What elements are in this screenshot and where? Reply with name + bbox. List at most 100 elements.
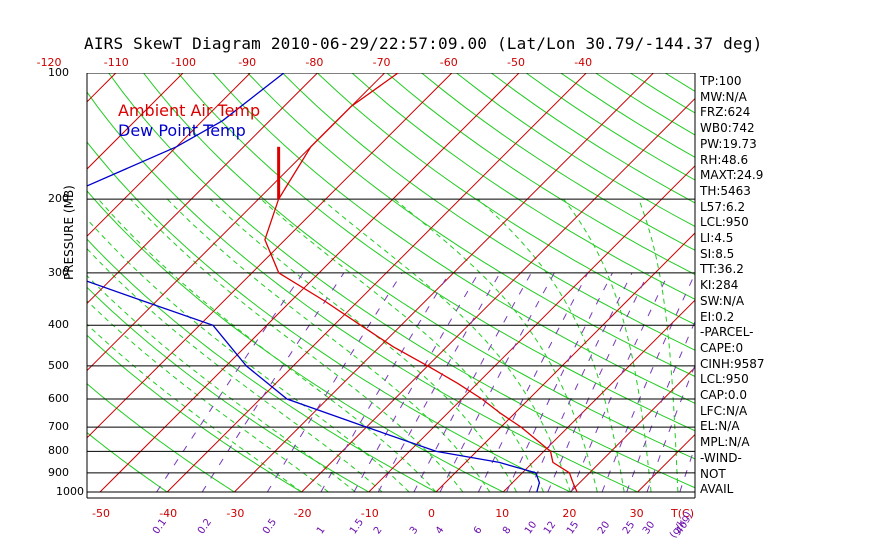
dry-adiabat (177, 73, 695, 432)
bottom-temp-tick-label: -20 (293, 507, 312, 520)
bottom-temp-tick-label: 10 (495, 507, 510, 520)
dry-adiabat (143, 73, 695, 460)
index-line: TT:36.2 (700, 262, 744, 277)
isotherm (87, 73, 251, 237)
dry-adiabat (212, 73, 695, 404)
top-temp-tick-label: -60 (439, 56, 458, 69)
bottom-temp-tick-label: -40 (159, 507, 178, 520)
mixing-ratio-line (353, 272, 480, 493)
mixing-ratio-line (506, 272, 613, 493)
index-line: FRZ:624 (700, 105, 751, 120)
pressure-tick-label: 100 (48, 66, 69, 79)
bottom-temp-tick-label: -30 (226, 507, 245, 520)
index-line: KI:284 (700, 278, 739, 293)
moist-adiabat (130, 198, 464, 493)
pressure-tick-label: 600 (48, 392, 69, 406)
index-line: -PARCEL- (700, 325, 754, 340)
dry-adiabat (386, 73, 695, 276)
index-line: TH:5463 (700, 183, 751, 198)
pressure-tick-label: 700 (48, 420, 69, 434)
index-line: NOT (700, 466, 726, 481)
isotherm (87, 73, 184, 170)
dry-adiabat (664, 73, 695, 92)
index-line: MPL:N/A (700, 435, 750, 450)
mixing-ratio-line (626, 320, 695, 493)
isotherm (99, 73, 520, 493)
moist-adiabat (209, 198, 518, 493)
index-line: WB0:742 (700, 121, 755, 136)
dry-adiabat (108, 73, 695, 489)
bottom-temp-tick-label: -10 (360, 507, 379, 520)
index-line: LCL:950 (700, 372, 749, 387)
index-line: EL:N/A (700, 419, 740, 434)
mixing-ratio-line (439, 272, 555, 493)
bottom-temp-tick-label: -50 (92, 507, 110, 520)
legend-ambient-air-temp: Ambient Air Temp (118, 101, 261, 120)
index-line: TP:100 (700, 74, 742, 88)
top-temp-tick-label: -100 (171, 56, 196, 69)
isotherm (166, 73, 587, 493)
bottom-temp-tick-label: 20 (562, 507, 577, 520)
dry-adiabat (87, 91, 638, 493)
index-line: SW:N/A (700, 293, 745, 308)
dry-adiabat (247, 73, 695, 378)
legend-dew-point-temp: Dew Point Temp (118, 121, 246, 140)
moist-adiabat (393, 198, 598, 493)
index-line: LCL:950 (700, 215, 749, 230)
index-line: RH:48.6 (700, 152, 749, 167)
bottom-temp-unit: T(C) (671, 507, 694, 520)
index-line: CAPE:0 (700, 340, 744, 355)
top-temp-tick-label: -50 (507, 56, 525, 69)
pressure-tick-label: 800 (48, 444, 69, 458)
dry-adiabat (317, 73, 695, 326)
isotherm (87, 73, 453, 439)
index-line: PW:19.73 (700, 136, 757, 151)
plot-area (87, 73, 870, 493)
bottom-temp-tick-label: 0 (428, 507, 435, 520)
dry-adiabat (87, 190, 504, 493)
moist-adiabat (87, 247, 383, 493)
mixing-ratio-line (156, 272, 304, 493)
mixing-ratio-line (528, 272, 633, 493)
index-line: CINH:9587 (700, 356, 765, 371)
pressure-tick-label: 300 (48, 265, 69, 279)
index-line: CAP:0.0 (700, 388, 747, 402)
dry-adiabat (421, 73, 695, 251)
isotherm (368, 165, 695, 493)
moist-adiabat (87, 323, 302, 493)
mixing-ratio-line (601, 272, 695, 493)
index-line: L57:6.2 (700, 199, 746, 214)
mixing-ratio-line (377, 272, 501, 493)
dry-adiabat (351, 73, 695, 300)
pressure-tick-label: 400 (48, 318, 69, 332)
dry-adiabat (87, 141, 571, 493)
pressure-tick-label: 500 (48, 358, 69, 372)
isotherm (570, 366, 695, 493)
index-line: -WIND- (700, 450, 742, 465)
mixing-ratio-line (547, 272, 649, 493)
index-line: SI:8.5 (700, 246, 735, 261)
top-temp-tick-label: -70 (372, 56, 391, 69)
dry-adiabat (770, 73, 870, 492)
pressure-tick-label: 1000 (56, 485, 84, 498)
isotherm (435, 232, 695, 493)
index-line: EI:0.2 (700, 309, 735, 324)
index-line: MW:N/A (700, 89, 747, 104)
isotherm (87, 73, 318, 305)
dry-adiabat (491, 73, 695, 204)
mixing-ratio-line (570, 272, 670, 493)
top-temp-tick-label: -40 (574, 56, 593, 69)
index-line: LI:4.5 (700, 231, 734, 245)
dry-adiabat (87, 431, 168, 493)
pressure-tick-label: 200 (48, 192, 69, 206)
mixing-ratio-line (413, 272, 532, 493)
moist-adiabat (166, 198, 491, 493)
dry-adiabat (87, 334, 302, 493)
moist-adiabat (477, 198, 625, 493)
moist-adiabat (97, 198, 437, 493)
index-line: AVAIL (700, 482, 734, 497)
dewpoint-temp-line (87, 73, 541, 493)
bottom-temp-tick-label: 30 (629, 507, 644, 520)
isotherm (839, 73, 870, 492)
